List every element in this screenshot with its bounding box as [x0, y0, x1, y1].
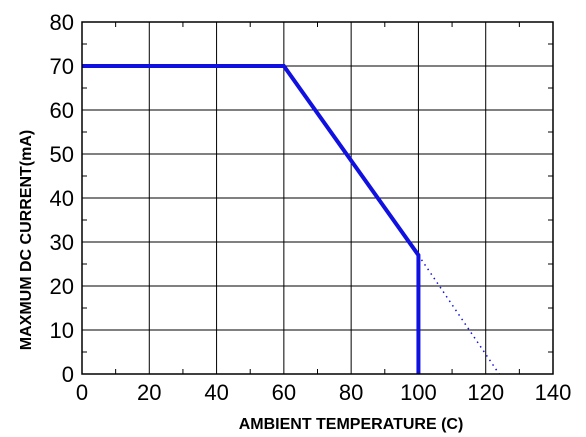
y-axis-title: MAXMUM DC CURRENT(mA) [18, 130, 35, 350]
y-tick-label: 70 [50, 54, 74, 79]
derating-curve [82, 64, 421, 374]
y-tick-label: 80 [50, 10, 74, 35]
x-tick-label: 40 [204, 380, 228, 405]
y-tick-label: 50 [50, 142, 74, 167]
x-tick-label: 80 [339, 380, 363, 405]
x-tick-label: 20 [137, 380, 161, 405]
y-tick-label: 10 [50, 318, 74, 343]
x-tick-label: 100 [400, 380, 437, 405]
extrapolation-line [417, 254, 500, 375]
y-tick-label: 40 [50, 186, 74, 211]
x-tick-label: 140 [535, 380, 572, 405]
y-tick-label: 20 [50, 274, 74, 299]
plot-frame [81, 21, 554, 375]
y-tick-label: 0 [62, 362, 74, 387]
y-tick-label: 30 [50, 230, 74, 255]
x-tick-label: 0 [76, 380, 88, 405]
series-layer [82, 64, 500, 375]
plot-border [81, 21, 554, 375]
tick-labels: 0 20 40 60 80 100 120 140 0 10 20 30 40 50 60 70 80 [50, 10, 572, 405]
x-tick-label: 120 [467, 380, 504, 405]
grid [82, 22, 553, 374]
x-tick-label: 60 [272, 380, 296, 405]
x-axis-title: AMBIENT TEMPERATURE (C) [239, 416, 464, 433]
y-tick-label: 60 [50, 98, 74, 123]
